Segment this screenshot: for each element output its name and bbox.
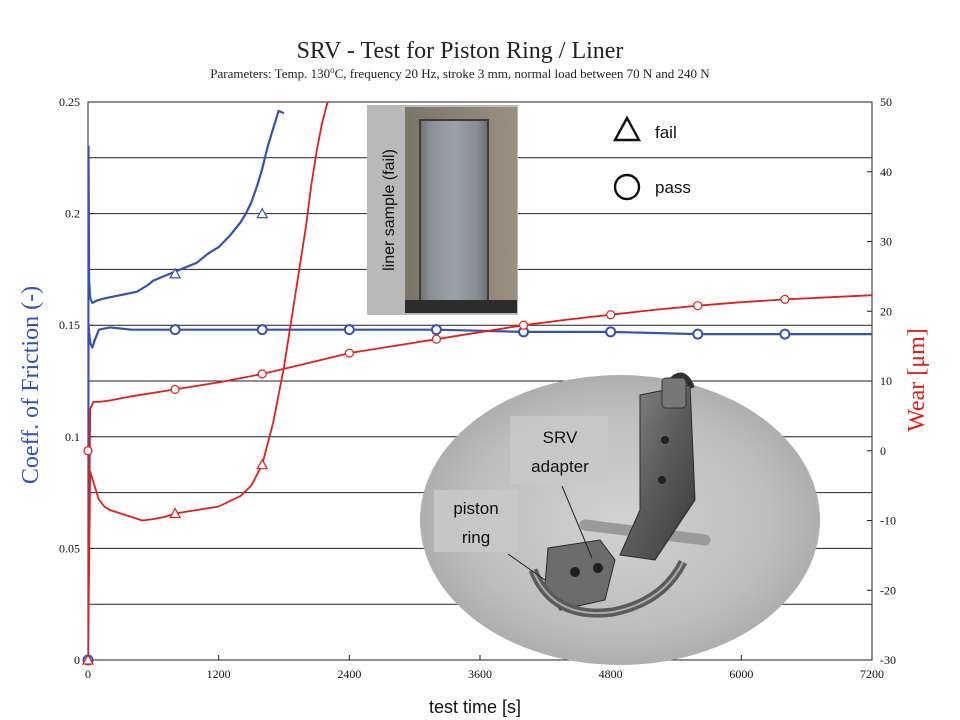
y-right-tick-label: -20 [880, 583, 896, 597]
liner-photo-shadow [405, 300, 517, 313]
y-left-tick-label: 0.05 [59, 541, 80, 555]
y-left-axis-ticks: 0 0.05 0.1 0.15 0.2 0.25 [59, 95, 93, 667]
adapter-top-block [661, 377, 687, 409]
data-point-wear-pass [170, 384, 180, 394]
data-point-wear-pass [83, 446, 93, 456]
data-point-friction-pass [343, 324, 355, 336]
liner-sample-label: liner sample (fail) [381, 149, 398, 271]
marker-layer [81, 207, 791, 666]
data-point-wear-pass [257, 369, 267, 379]
y-left-tick-label: 0 [74, 653, 80, 667]
holder-screw-hole [593, 563, 603, 573]
data-point-friction-pass [692, 328, 704, 340]
piston-ring-highlight [532, 561, 684, 614]
x-tick-label: 7200 [860, 667, 884, 681]
y-right-label-suffix: m] [904, 328, 930, 355]
data-point-wear-pass [606, 310, 616, 320]
x-tick-label: 6000 [729, 667, 753, 681]
srv-adapter-label-box [510, 416, 608, 484]
data-point-friction-pass [256, 324, 268, 336]
srv-adapter-pointer [561, 485, 593, 559]
y-left-tick-label: 0.1 [65, 430, 80, 444]
adapter-bracket [619, 384, 696, 561]
adapter-bolt-hole [661, 436, 669, 444]
data-point-wear-pass [344, 348, 354, 358]
adapter-bolt-hole [658, 476, 666, 484]
data-point-wear-pass [431, 334, 442, 344]
x-axis-label: test time [s] [429, 697, 521, 717]
data-point-wear-pass [780, 294, 790, 304]
series-layer [88, 102, 872, 660]
series-line-friction-fail [88, 109, 285, 660]
holder-screw-hole [570, 567, 580, 577]
y-right-tick-label: 10 [880, 374, 892, 388]
data-point-friction-fail [169, 267, 182, 279]
data-point-friction-fail [256, 207, 269, 219]
subtitle-suffix: C, frequency 20 Hz, stroke 3 mm, normal … [335, 66, 711, 81]
data-point-friction-pass [169, 324, 181, 336]
data-point-wear-fail [81, 653, 95, 665]
liner-sample [419, 119, 489, 303]
subtitle-prefix: Parameters: Temp. 130 [210, 66, 330, 81]
series-line-friction-pass [88, 324, 872, 660]
data-point-wear-pass [518, 320, 529, 330]
data-point-wear-pass [693, 301, 703, 311]
y-right-axis-label: Wear [μm] [904, 328, 930, 432]
legend-pass-circle-icon [613, 173, 641, 201]
y-left-tick-label: 0.25 [59, 95, 80, 109]
series-line-wear-fail [88, 102, 330, 660]
piston-ring-label-box [434, 490, 518, 552]
legend-pass-label: pass [655, 178, 691, 197]
y-left-axis-label: Coeff. of Friction (-) [18, 286, 44, 484]
x-tick-label: 0 [85, 667, 91, 681]
legend: fail pass [612, 115, 691, 201]
y-right-tick-label: 0 [880, 444, 886, 458]
y-left-tick-label: 0.2 [65, 207, 80, 221]
srv-adapter-label-line1: SRV [543, 428, 578, 447]
x-tick-label: 2400 [337, 667, 361, 681]
piston-ring-label-line1: piston [453, 499, 498, 518]
series-line-wear-pass [88, 294, 872, 660]
legend-fail-label: fail [655, 123, 677, 142]
subtitle-degree: o [330, 65, 335, 75]
data-point-wear-fail [169, 507, 182, 519]
y-right-tick-label: 50 [880, 95, 892, 109]
y-right-tick-label: 20 [880, 304, 892, 318]
y-right-tick-label: -30 [880, 653, 896, 667]
chart-title: SRV - Test for Piston Ring / Liner [297, 38, 624, 64]
y-right-tick-label: 30 [880, 235, 892, 249]
y-left-tick-label: 0.15 [59, 318, 80, 332]
srv-adapter-label-line2: adapter [531, 457, 589, 476]
data-point-wear-fail [256, 458, 269, 470]
x-tick-label: 4800 [599, 667, 623, 681]
liner-sample-photo: liner sample (fail) [367, 105, 518, 315]
chart-subtitle: Parameters: Temp. 130oC, frequency 20 Hz… [210, 65, 710, 81]
x-tick-label: 1200 [207, 667, 231, 681]
piston-ring-pointer [507, 553, 546, 581]
y-right-axis-ticks: -30 -20 -10 0 10 20 30 40 50 [867, 95, 896, 667]
legend-fail-triangle-icon [612, 115, 642, 142]
y-right-tick-label: -10 [880, 514, 896, 528]
data-point-friction-pass [779, 328, 791, 340]
x-axis-ticks: 0 1200 2400 3600 4800 6000 7200 [85, 655, 884, 681]
y-right-label-prefix: Wear [ [904, 368, 930, 432]
y-right-label-mu: μ [904, 355, 930, 368]
y-right-tick-label: 40 [880, 165, 892, 179]
data-point-friction-pass [605, 326, 617, 338]
piston-ring-label-line2: ring [462, 528, 490, 547]
x-tick-label: 3600 [468, 667, 492, 681]
data-point-friction-pass [430, 324, 442, 336]
srv-adapter-photo: SRV adapter piston ring [420, 372, 820, 665]
